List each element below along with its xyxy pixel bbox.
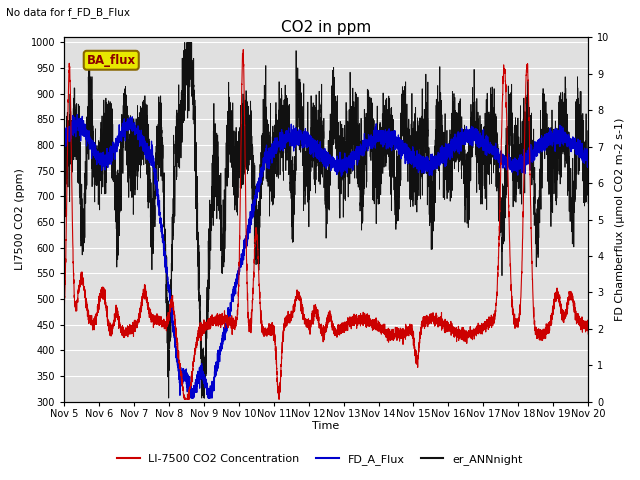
X-axis label: Time: Time (312, 421, 340, 432)
Text: No data for f_FD_B_Flux: No data for f_FD_B_Flux (6, 7, 131, 18)
Text: BA_flux: BA_flux (86, 54, 136, 67)
Title: CO2 in ppm: CO2 in ppm (281, 20, 371, 35)
Legend: LI-7500 CO2 Concentration, FD_A_Flux, er_ANNnight: LI-7500 CO2 Concentration, FD_A_Flux, er… (113, 450, 527, 469)
Y-axis label: FD Chamberflux (μmol CO2 m-2 s-1): FD Chamberflux (μmol CO2 m-2 s-1) (615, 118, 625, 321)
Y-axis label: LI7500 CO2 (ppm): LI7500 CO2 (ppm) (15, 168, 25, 270)
